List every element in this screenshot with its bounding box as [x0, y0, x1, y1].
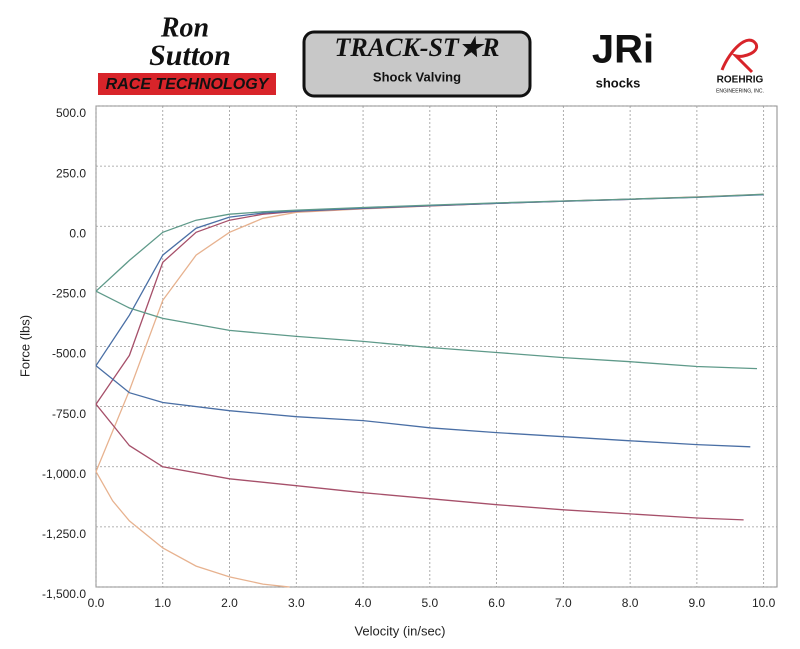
y-tick-label: -1,500.0 [42, 587, 86, 601]
x-tick-label: 6.0 [488, 596, 505, 610]
x-tick-label: 3.0 [288, 596, 305, 610]
logo-mark [720, 38, 759, 74]
y-tick-label: -250.0 [52, 287, 86, 301]
line [95, 403, 744, 521]
x-tick-label: 1.0 [154, 596, 171, 610]
x-tick-label: 10.0 [752, 596, 776, 610]
logo-text: Ron [160, 12, 209, 43]
logo-ron-sutton: Ron Sutton RACE TECHNOLOGY [98, 12, 276, 95]
x-tick-label: 5.0 [421, 596, 438, 610]
logo-text: TRACK-ST★R [335, 33, 500, 62]
x-tick-label: 9.0 [689, 596, 706, 610]
line [95, 290, 758, 370]
x-tick-label: 0.0 [88, 596, 105, 610]
x-tick-label: 4.0 [355, 596, 372, 610]
y-tick-label: -750.0 [52, 407, 86, 421]
line [95, 471, 290, 588]
x-tick-label: 8.0 [622, 596, 639, 610]
logo-text: Shock Valving [373, 69, 461, 84]
x-axis-label: Velocity (in/sec) [354, 623, 445, 638]
y-tick-label: 250.0 [56, 166, 86, 180]
logo-text: Sutton [149, 39, 231, 72]
y-tick-label: -500.0 [52, 347, 86, 361]
y-tick-label: 500.0 [56, 106, 86, 120]
line [95, 365, 751, 448]
y-axis-label: Force (lbs) [17, 315, 32, 377]
logo-roehrig: ROEHRIG ENGINEERING, INC. [716, 38, 764, 94]
logo-text: ROEHRIG [717, 75, 764, 86]
logo-text: JRi [592, 28, 654, 72]
x-tick-label: 7.0 [555, 596, 572, 610]
x-tick-label: 2.0 [221, 596, 238, 610]
logo-band [98, 73, 276, 95]
y-tick-label: -1,250.0 [42, 527, 86, 541]
logo-text: RACE TECHNOLOGY [106, 76, 270, 93]
logo-track-star: TRACK-ST★R Shock Valving [302, 30, 532, 98]
logo-text: ENGINEERING, INC. [716, 88, 764, 94]
logo-jri: JRi shocks [592, 28, 654, 91]
y-tick-label: 0.0 [69, 226, 86, 240]
line [95, 193, 764, 292]
y-tick-label: -1,000.0 [42, 467, 86, 481]
logo-box [302, 30, 532, 98]
logo-text: shocks [596, 75, 641, 90]
